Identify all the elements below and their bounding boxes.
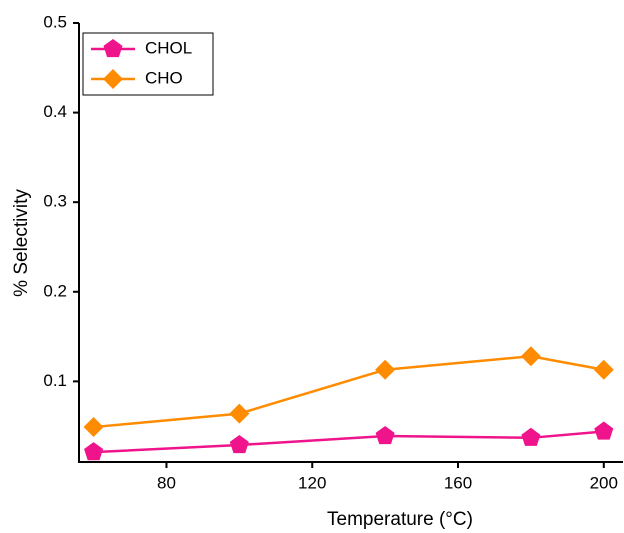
data-point	[375, 359, 396, 380]
data-point	[593, 359, 614, 380]
data-point	[375, 426, 395, 445]
data-point	[594, 421, 614, 440]
x-tick-label: 200	[590, 473, 618, 492]
x-axis-label: Temperature (°C)	[327, 509, 473, 530]
x-tick-label: 80	[157, 473, 176, 492]
legend-marker	[103, 69, 123, 89]
data-point	[83, 417, 104, 438]
data-point	[84, 442, 104, 461]
legend-box	[82, 32, 214, 96]
y-tick-label: 0.4	[43, 102, 67, 121]
data-point	[520, 346, 541, 367]
y-axis-label: % Selectivity	[11, 189, 32, 297]
data-point	[521, 427, 541, 446]
legend-label: CHOL	[145, 38, 192, 57]
y-tick-label: 0.3	[43, 192, 67, 211]
legend-label: CHO	[145, 68, 183, 87]
x-tick-label: 160	[444, 473, 472, 492]
x-tick-label: 120	[298, 473, 326, 492]
y-tick-label: 0.2	[43, 281, 67, 300]
y-tick-label: 0.5	[43, 12, 67, 31]
data-point	[229, 403, 250, 424]
series-line	[93, 355, 605, 429]
legend-marker	[103, 39, 123, 58]
y-tick-label: 0.1	[43, 371, 67, 390]
data-point	[229, 434, 249, 454]
